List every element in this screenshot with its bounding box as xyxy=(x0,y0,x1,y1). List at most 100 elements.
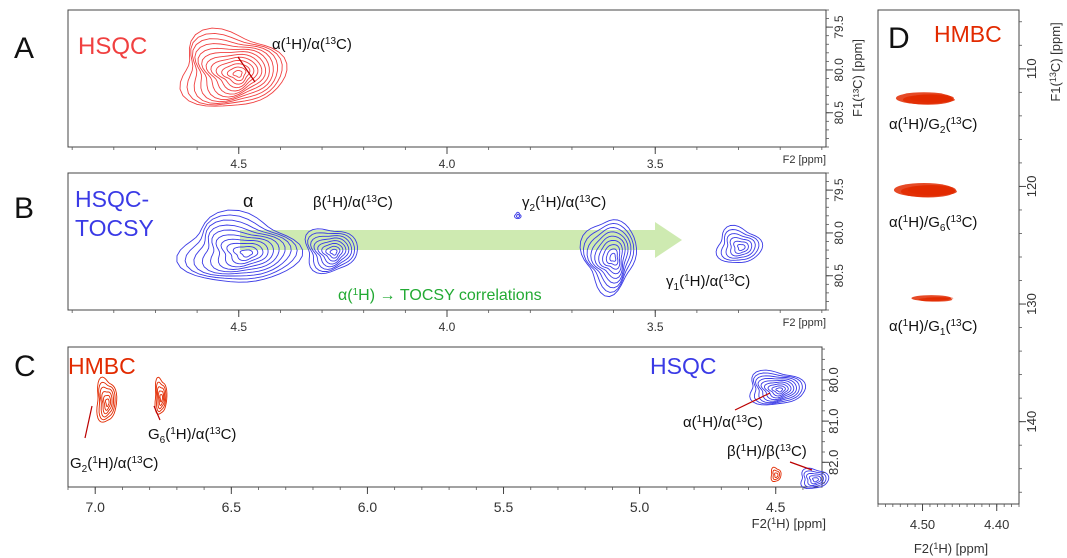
panel-c-beta-leader xyxy=(789,461,813,471)
panel-c-x-tick-label: 6.5 xyxy=(222,499,242,515)
tocsy-gamma1-contour xyxy=(729,237,753,257)
panel-d-y-tick-label: 120 xyxy=(1024,176,1039,198)
panel-c-G2-contour xyxy=(101,391,113,415)
hsqc-alpha-contour xyxy=(205,53,263,95)
panel-c-g6-label: G6(1H)/α(13C) xyxy=(148,426,236,446)
panel-a-y-tick-label: 79.5 xyxy=(832,15,846,39)
hsqc-alpha-contour xyxy=(201,51,267,98)
tocsy-gamma2-contour xyxy=(598,239,623,275)
panel-c-alpha-contour xyxy=(767,383,789,397)
panel-letter-c: C xyxy=(14,350,36,383)
panel-c-peaks xyxy=(96,369,830,490)
panel-c-G2-contour xyxy=(105,398,110,408)
panel-letter-d: D xyxy=(888,22,910,55)
panel-d-x-tick-label: 4.40 xyxy=(984,517,1009,532)
panel-b-y-ticks: 79.5 80.0 80.5 xyxy=(826,172,846,311)
panel-a-y-ticks: 79.5 80.0 80.5 xyxy=(826,9,846,148)
panel-letter-b: B xyxy=(14,192,34,225)
panel-c-x-tick-label: 6.0 xyxy=(358,499,378,515)
tocsy-beta-contour xyxy=(304,228,358,275)
panel-a: HSQC 4.5 4.0 3.5 79.5 80.0 80.5 F2 [ppm] F1(… xyxy=(67,9,865,171)
tocsy-gamma2-contour xyxy=(609,252,617,262)
panel-a-y-tick-label: 80.5 xyxy=(832,101,846,125)
panel-a-x-axis-label: F2 [ppm] xyxy=(783,154,826,166)
panel-c-x-tick-label: 5.5 xyxy=(494,499,514,515)
panel-b-y-tick-label: 80.0 xyxy=(832,221,846,245)
panel-c-y-tick-label: 81.0 xyxy=(826,408,841,433)
hsqc-alpha-contour xyxy=(221,63,251,85)
panel-b-y-tick-label: 80.5 xyxy=(832,264,846,288)
hsqc-alpha-contour xyxy=(215,59,255,89)
tocsy-gamma1-contour xyxy=(737,244,746,252)
panel-b-alpha-label: α xyxy=(243,191,253,211)
panel-d-title: HMBC xyxy=(934,21,1002,47)
tocsy-beta-contour xyxy=(329,248,338,256)
panel-c-x-tick-label: 4.5 xyxy=(766,499,786,515)
tocsy-alpha-contour xyxy=(184,214,298,280)
panel-d-peaks xyxy=(893,92,957,302)
tocsy-beta-contour xyxy=(310,235,353,270)
tocsy-gamma1-contour xyxy=(720,229,760,261)
panel-b-peaks xyxy=(176,209,764,298)
tocsy-small-contour xyxy=(515,213,521,218)
panel-a-annotation: α(1H)/α(13C) xyxy=(272,36,352,53)
tocsy-small-contour xyxy=(514,211,522,220)
panel-c-x-tick-label: 5.0 xyxy=(630,499,650,515)
panel-c-y-ticks: 80.0 81.0 82.0 xyxy=(822,348,841,484)
tocsy-alpha-contour xyxy=(210,229,280,273)
panel-c-alpha-contour xyxy=(753,372,803,405)
hmbc-G1-peak xyxy=(925,297,954,300)
panel-a-y-tick-label: 80.0 xyxy=(832,58,846,82)
panel-c-hmbc-small-contour xyxy=(770,466,782,482)
panel-d-g6-label: α(1H)/G6(13C) xyxy=(889,214,977,234)
panel-c-hmbc-small-contour xyxy=(774,472,779,479)
panel-b-x-tick-label: 4.0 xyxy=(439,320,456,334)
tocsy-gamma1-contour xyxy=(725,233,756,259)
panel-d-y-axis-label: F1(13C) [ppm] xyxy=(1048,22,1063,101)
panel-c-g2-label: G2(1H)/α(13C) xyxy=(70,455,158,475)
tocsy-gamma2-contour xyxy=(605,248,619,266)
tocsy-alpha-contour xyxy=(201,224,286,275)
panel-d-y-tick-label: 130 xyxy=(1024,293,1039,315)
tocsy-gamma2-contour xyxy=(602,244,621,270)
panel-c-G6-contour xyxy=(155,381,167,413)
panel-c-alpha-contour xyxy=(749,369,807,406)
panel-c-beta-contour xyxy=(803,470,827,488)
hsqc-alpha-contour xyxy=(232,70,243,78)
panel-c-G2-contour xyxy=(98,381,116,421)
hsqc-alpha-contour xyxy=(210,56,259,92)
panel-c-g6-leader xyxy=(153,405,161,421)
panel-b-y-tick-label: 79.5 xyxy=(832,178,846,202)
panel-c-x-ticks: 7.0 6.5 6.0 5.5 5.0 4.5 xyxy=(67,487,804,515)
panel-d-x-ticks: 4.50 4.40 xyxy=(877,504,1020,532)
tocsy-alpha-contour xyxy=(226,242,264,265)
tocsy-gamma2-contour xyxy=(579,219,637,298)
tocsy-beta-contour xyxy=(307,232,355,272)
panel-a-x-tick-label: 4.5 xyxy=(230,157,247,171)
panel-b-gamma1-label: γ1(1H)/α(13C) xyxy=(666,273,750,293)
tocsy-gamma1-contour xyxy=(715,224,764,263)
panel-b-title-line2: TOCSY xyxy=(75,215,154,241)
panel-d-x-axis-label: F2(1H) [ppm] xyxy=(914,541,988,556)
panel-c-alpha-contour xyxy=(771,385,786,395)
tocsy-beta-contour xyxy=(321,242,344,262)
panel-c-G6-contour xyxy=(154,376,168,415)
panel-c-alpha-label: α(1H)/α(13C) xyxy=(683,414,763,431)
panel-a-x-tick-label: 4.0 xyxy=(439,157,456,171)
panel-c-y-tick-label: 82.0 xyxy=(826,450,841,475)
panel-c-x-tick-label: 7.0 xyxy=(85,499,105,515)
tocsy-gamma2-contour xyxy=(594,235,626,279)
panel-b-x-tick-label: 4.5 xyxy=(230,320,247,334)
panel-b-tocsy-annotation: α(1H) → TOCSY correlations xyxy=(338,287,542,304)
panel-c-y-tick-label: 80.0 xyxy=(826,367,841,392)
panel-d-y-tick-label: 140 xyxy=(1024,411,1039,433)
panel-b: HSQC- TOCSY 4.5 4.0 3.5 79.5 80.0 80.5 F2 [p… xyxy=(67,172,846,334)
panel-c-beta-contour xyxy=(800,467,830,490)
panel-c-frame xyxy=(67,346,823,488)
panel-c-x-axis-label: F2(1H) [ppm] xyxy=(752,516,826,531)
panel-d-x-tick-label: 4.50 xyxy=(910,517,935,532)
tocsy-alpha-contour xyxy=(176,209,304,283)
tocsy-alpha-contour xyxy=(239,249,254,258)
panel-c-beta-contour xyxy=(808,475,822,485)
